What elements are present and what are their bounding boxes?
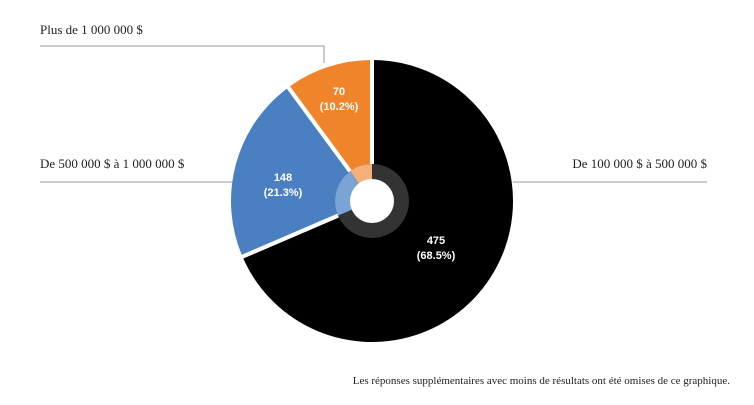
center-hole — [350, 179, 394, 223]
data-label-value-500k-1m: 148 — [274, 172, 292, 184]
data-label-percent-500k-1m: (21.3%) — [264, 187, 303, 199]
center-hole-group — [335, 164, 409, 238]
leader-lines-group — [40, 45, 707, 183]
slice-over-1m — [285, 56, 374, 203]
data-label-percent-over-1m: (10.2%) — [320, 101, 359, 113]
category-label-over-1m: Plus de 1 000 000 $ — [40, 22, 143, 37]
data-label-percent-100k-500k: (68.5%) — [417, 250, 456, 262]
leader-line-over-1m — [40, 45, 325, 63]
data-label-value-over-1m: 70 — [333, 86, 345, 98]
chart-footnote: Les réponses supplémentaires avec moins … — [353, 375, 730, 387]
data-label-value-100k-500k: 475 — [427, 235, 445, 247]
category-label-100k-500k: De 100 000 $ à 500 000 $ — [572, 156, 707, 171]
slice-500k-1m — [227, 83, 374, 260]
category-label-500k-1m: De 500 000 $ à 1 000 000 $ — [40, 156, 185, 171]
